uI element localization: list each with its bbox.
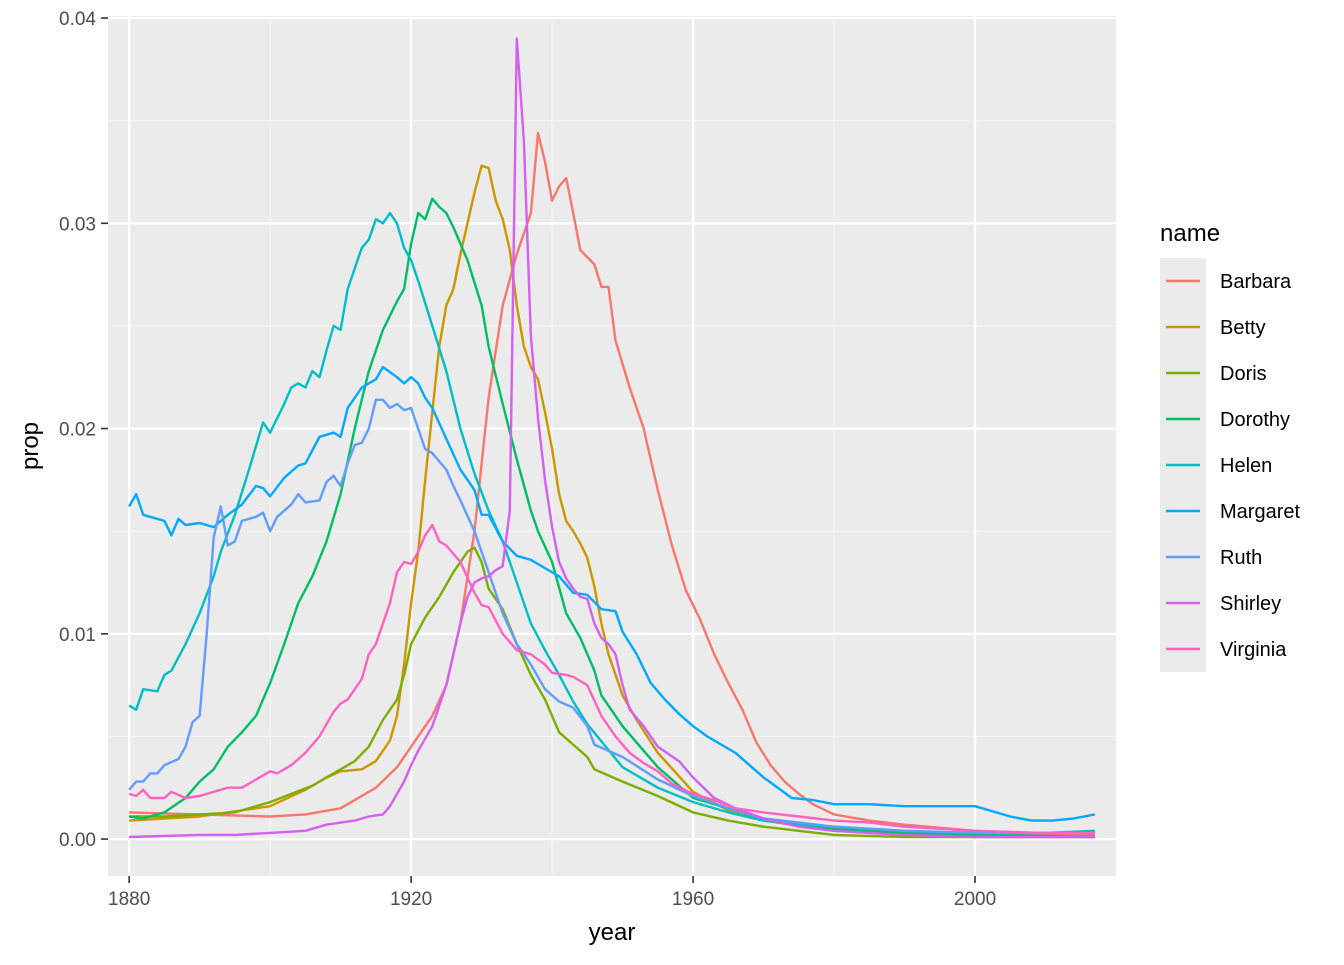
legend-item-helen: Helen [1166, 455, 1272, 477]
legend: name Barbara Betty Doris Dorothy Helen Margar… [1160, 220, 1300, 672]
legend-title: name [1160, 220, 1220, 247]
series-line-margaret [128, 365, 1096, 822]
legend-label: Ruth [1220, 547, 1262, 569]
legend-label: Helen [1220, 455, 1272, 477]
minor-gridlines [108, 16, 1117, 876]
y-tick-label: 0.00 [59, 830, 96, 851]
series-line-ruth [128, 398, 1095, 835]
major-gridlines [108, 16, 1116, 876]
plot-panel [108, 16, 1116, 876]
y-tick-label: 0.02 [59, 420, 96, 441]
x-tick-label: 1880 [108, 889, 150, 910]
legend-label: Dorothy [1220, 409, 1290, 431]
legend-label: Barbara [1220, 271, 1292, 293]
legend-item-barbara: Barbara [1166, 271, 1292, 293]
legend-item-margaret: Margaret [1166, 501, 1300, 523]
legend-label: Betty [1220, 317, 1266, 339]
legend-item-doris: Doris [1166, 363, 1267, 385]
legend-item-shirley: Shirley [1166, 593, 1281, 615]
x-tick-label: 1960 [672, 889, 714, 910]
y-axis-title: prop [17, 422, 44, 470]
series-line-virginia [128, 523, 1095, 835]
x-axis-title: year [589, 919, 636, 946]
y-tick-label: 0.01 [59, 625, 96, 646]
legend-item-dorothy: Dorothy [1166, 409, 1290, 431]
series-lines [128, 37, 1096, 839]
legend-item-ruth: Ruth [1166, 547, 1262, 569]
y-tick-label: 0.03 [59, 214, 96, 235]
legend-label: Virginia [1220, 639, 1287, 661]
x-tick-label: 2000 [954, 889, 996, 910]
series-line-dorothy [128, 197, 1095, 839]
legend-item-virginia: Virginia [1166, 639, 1287, 661]
y-tick-label: 0.04 [59, 9, 96, 30]
legend-label: Doris [1220, 363, 1267, 385]
series-line-helen [128, 211, 1095, 835]
series-line-barbara [129, 131, 1095, 837]
x-axis: 1880 1920 1960 2000 [108, 876, 996, 910]
series-line-shirley [129, 37, 1095, 839]
legend-items: Barbara Betty Doris Dorothy Helen Margaret Rut… [1166, 271, 1300, 661]
y-axis: 0.00 0.01 0.02 0.03 0.04 [59, 9, 108, 851]
x-tick-label: 1920 [390, 889, 432, 910]
legend-label: Shirley [1220, 593, 1281, 615]
series-line-doris [129, 546, 1095, 839]
series-line-betty [129, 164, 1095, 839]
legend-label: Margaret [1220, 501, 1300, 523]
legend-item-betty: Betty [1166, 317, 1266, 339]
